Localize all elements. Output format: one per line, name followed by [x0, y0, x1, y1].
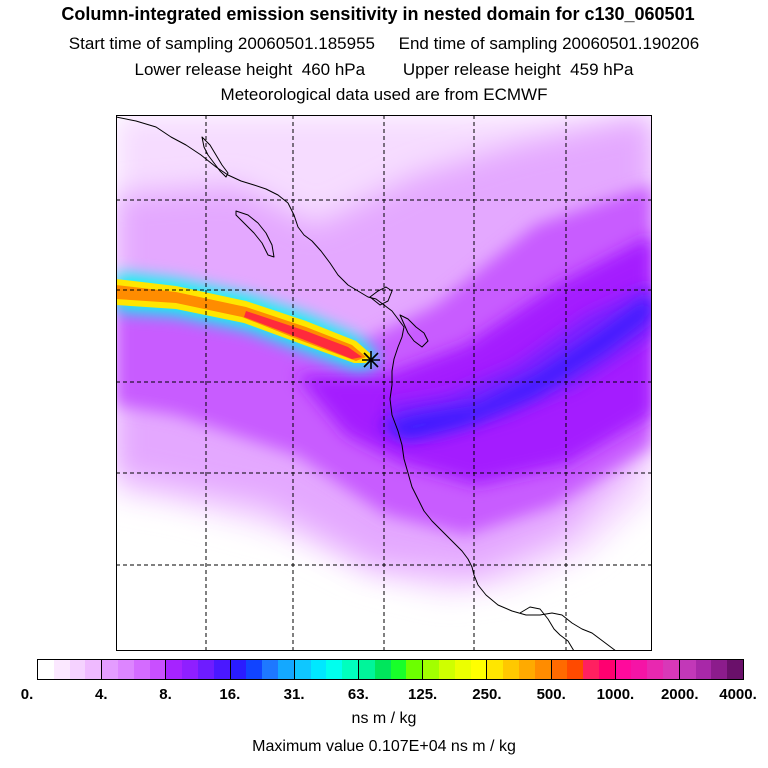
colorbar-tick-label: 2000.: [660, 686, 699, 703]
coastline-bay: [519, 606, 575, 651]
field-blue: [378, 295, 652, 440]
colorbar-cell: [711, 660, 728, 679]
met-data-line: Meteorological data used are from ECMWF: [220, 85, 548, 104]
colorbar-segment-7: [487, 660, 552, 679]
colorbar-unit: ns m / kg: [351, 710, 417, 727]
colorbar-tick-label: 63.: [347, 686, 369, 703]
colorbar-cell: [149, 660, 166, 679]
colorbar-cell: [117, 660, 134, 679]
colorbar: [37, 659, 744, 680]
colorbar-cell: [423, 660, 439, 679]
colorbar-cell: [197, 660, 214, 679]
colorbar-cell: [551, 660, 568, 679]
coastlines: [116, 116, 617, 651]
colorbar-segment-0: [38, 660, 103, 679]
coastline-island-1: [201, 136, 229, 178]
colorbar-cell: [326, 660, 343, 679]
coastline-inlet: [399, 314, 429, 348]
colorbar-cell: [615, 660, 632, 679]
map-frame: [116, 115, 652, 651]
colorbar-cell: [69, 660, 86, 679]
colorbar-segment-8: [551, 660, 616, 679]
colorbar-cell: [342, 660, 358, 679]
colorbar-cell: [663, 660, 679, 679]
colorbar-cell: [310, 660, 327, 679]
colorbar-cell: [390, 660, 407, 679]
colorbar-tick-label: 16.: [219, 686, 241, 703]
colorbar-cell: [133, 660, 150, 679]
release-height-line: Lower release height 460 hPa Upper relea…: [134, 60, 634, 79]
colorbar-cell: [277, 660, 294, 679]
colorbar-cell: [518, 660, 535, 679]
colorbar-segment-1: [102, 660, 167, 679]
coastline-island-3: [369, 286, 393, 306]
colorbar-cell: [598, 660, 615, 679]
colorbar-cell: [85, 660, 102, 679]
colorbar-cell: [374, 660, 391, 679]
emission-plume: [116, 273, 376, 369]
colorbar-cell: [358, 660, 375, 679]
colorbar-tick-label: 31.: [283, 686, 305, 703]
colorbar-tick-label: 0.: [20, 686, 34, 703]
colorbar-tick-label: 4.: [95, 686, 108, 703]
colorbar-cell: [631, 660, 648, 679]
colorbar-cell: [262, 660, 278, 679]
colorbar-cell: [679, 660, 696, 679]
sampling-time-line: Start time of sampling 20060501.185955 E…: [68, 34, 700, 53]
colorbar-segment-5: [358, 660, 424, 679]
emission-sensitivity-map: [116, 115, 652, 651]
colorbar-cell: [38, 660, 54, 679]
colorbar-segment-6: [423, 660, 488, 679]
colorbar-cell: [534, 660, 551, 679]
colorbar-segment-2: [166, 660, 231, 679]
colorbar-cell: [406, 660, 423, 679]
colorbar-cell: [454, 660, 471, 679]
colorbar-cell: [503, 660, 519, 679]
colorbar-cell: [487, 660, 504, 679]
maximum-value-text: Maximum value 0.107E+04 ns m / kg: [252, 738, 516, 755]
plume-hot-core: [244, 311, 362, 359]
colorbar-cell: [294, 660, 311, 679]
colorbar-cell: [567, 660, 584, 679]
field-violet: [386, 285, 652, 435]
map-title: Column-integrated emission sensitivity i…: [61, 4, 695, 24]
colorbar-cell: [166, 660, 183, 679]
colorbar-cell: [438, 660, 455, 679]
lat-lon-grid: [116, 115, 652, 651]
colorbar-tick-label: 4000.: [719, 686, 757, 703]
colorbar-cell: [53, 660, 70, 679]
colorbar-tick-label: 1000.: [596, 686, 635, 703]
colorbar-cell: [470, 660, 487, 679]
colorbar-segment-10: [679, 660, 744, 679]
colorbar-tick-label: 125.: [408, 686, 438, 703]
coastline-mainland: [116, 116, 617, 651]
colorbar-tick-label: 250.: [472, 686, 502, 703]
colorbar-cell: [182, 660, 198, 679]
colorbar-cell: [213, 660, 230, 679]
colorbar-cell: [583, 660, 599, 679]
colorbar-cell: [246, 660, 263, 679]
colorbar-segment-4: [294, 660, 359, 679]
colorbar-tick-label: 500.: [536, 686, 566, 703]
colorbar-cell: [647, 660, 664, 679]
colorbar-tick-label: 8.: [159, 686, 172, 703]
colorbar-cell: [102, 660, 118, 679]
colorbar-cell: [727, 660, 744, 679]
colorbar-cell: [695, 660, 712, 679]
coastline-island-2: [235, 210, 275, 258]
colorbar-segment-9: [615, 660, 680, 679]
colorbar-segment-3: [230, 660, 295, 679]
release-point-asterisk-marker: [362, 351, 380, 369]
colorbar-cell: [230, 660, 247, 679]
